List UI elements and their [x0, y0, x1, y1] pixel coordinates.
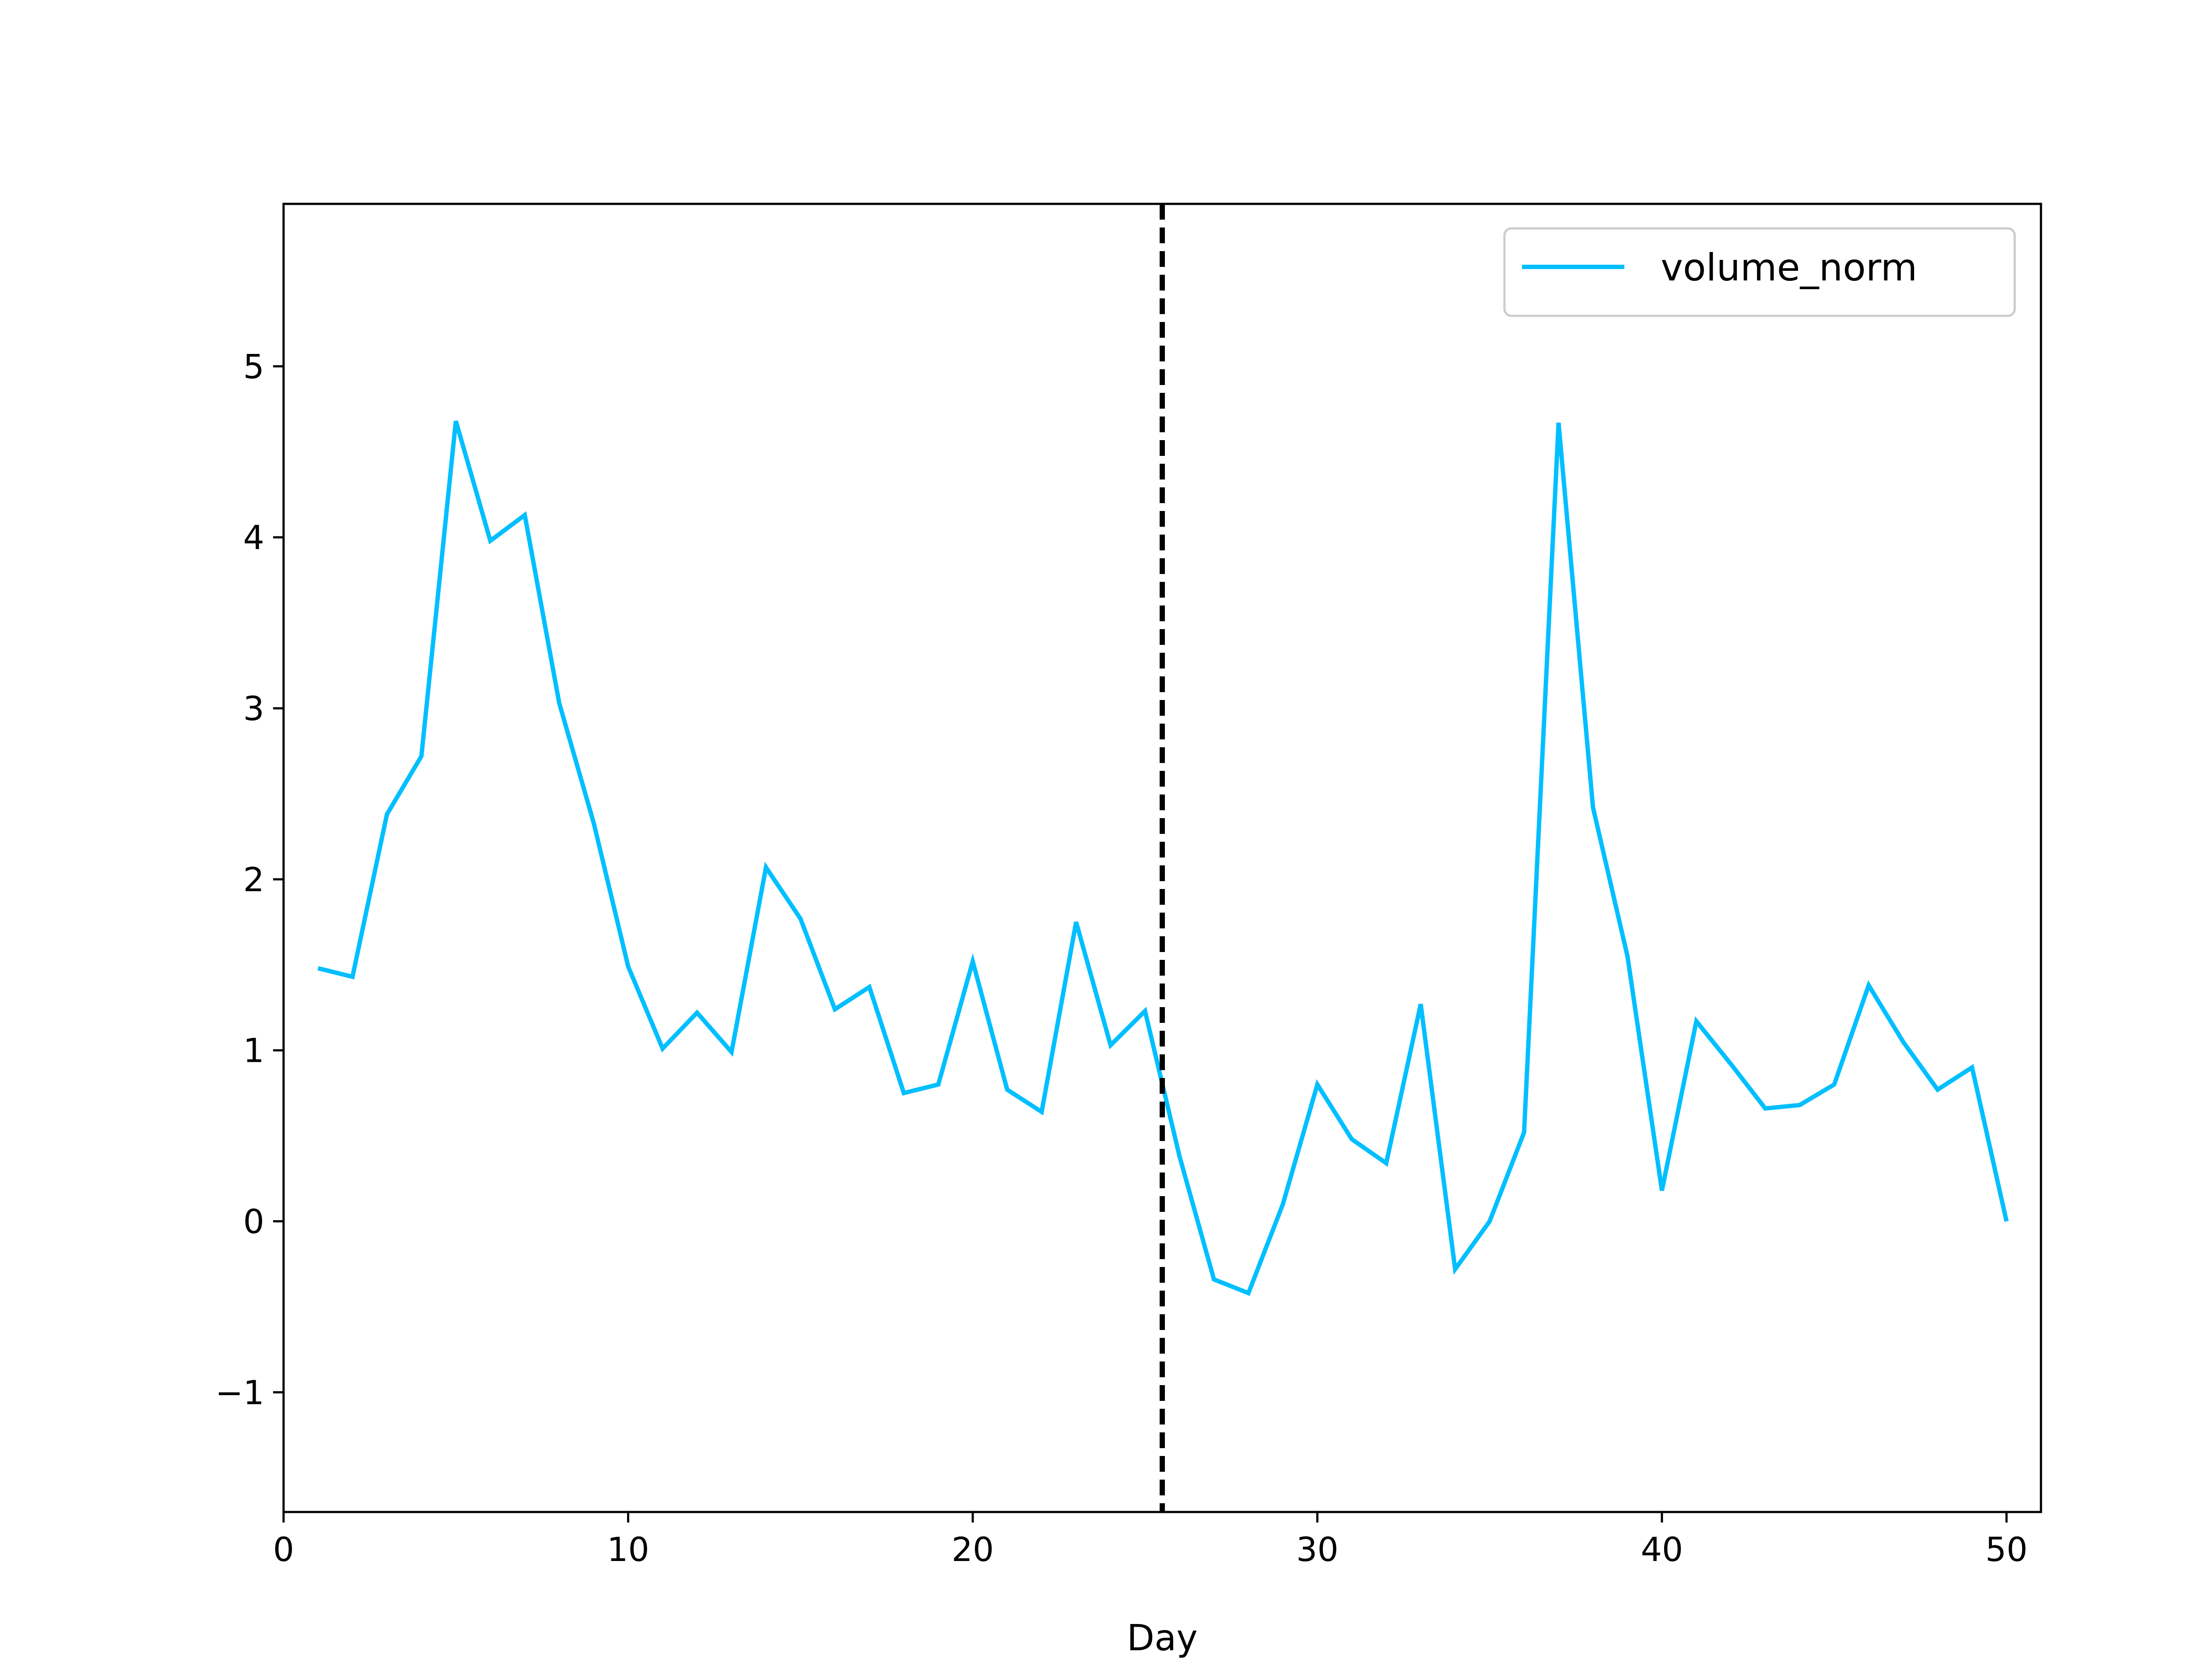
legend-label: volume_norm — [1661, 246, 1917, 290]
x-axis-title: Day — [1127, 1617, 1198, 1659]
y-tick-label: 0 — [243, 1202, 264, 1241]
y-tick-label: 4 — [243, 518, 264, 557]
y-tick-label: 5 — [243, 347, 264, 386]
x-tick-label: 50 — [1985, 1530, 2028, 1569]
x-tick-label: 30 — [1296, 1530, 1339, 1569]
y-tick-label: −1 — [215, 1373, 264, 1412]
plot-frame — [282, 203, 2042, 1513]
legend: volume_norm — [1503, 227, 2016, 317]
axis-ticks: 0 10 20 30 40 50 −1 0 1 2 3 4 5 — [215, 347, 2028, 1569]
x-tick-label: 0 — [273, 1530, 294, 1569]
legend-box — [1503, 227, 2016, 317]
x-tick-label: 20 — [952, 1530, 994, 1569]
x-tick-label: 10 — [607, 1530, 649, 1569]
y-tick-label: 2 — [243, 860, 264, 899]
y-tick-label: 1 — [243, 1031, 264, 1070]
x-tick-label: 40 — [1641, 1530, 1683, 1569]
y-tick-label: 3 — [243, 689, 264, 728]
